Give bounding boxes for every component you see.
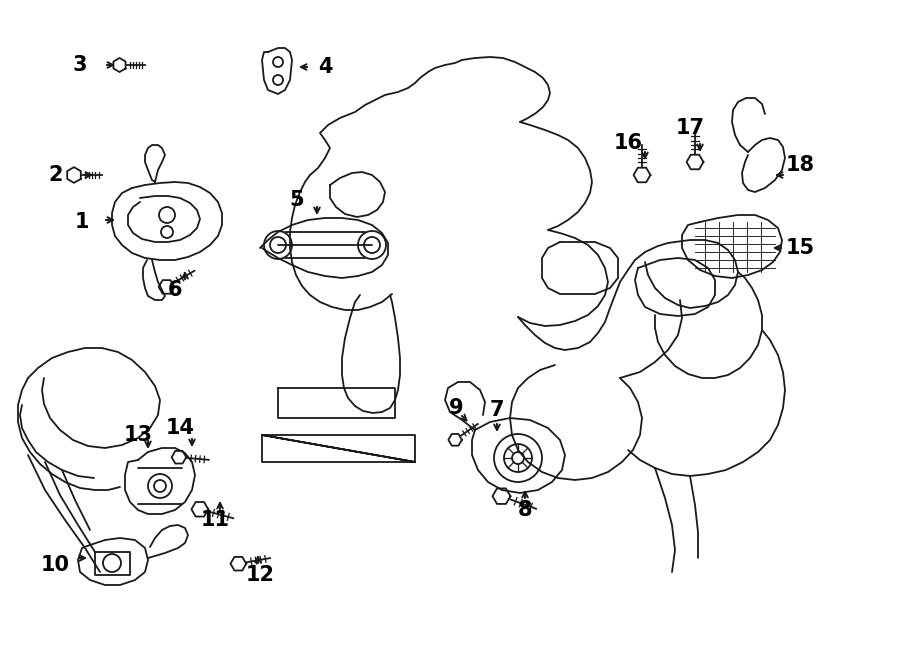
Text: 18: 18	[786, 155, 815, 175]
Text: 10: 10	[40, 555, 69, 575]
Text: 3: 3	[73, 55, 87, 75]
Text: 13: 13	[123, 425, 152, 445]
Text: 1: 1	[75, 212, 89, 232]
Text: 4: 4	[318, 57, 332, 77]
Text: 15: 15	[786, 238, 815, 258]
Text: 11: 11	[201, 510, 230, 530]
Text: 2: 2	[49, 165, 63, 185]
Text: 17: 17	[676, 118, 705, 138]
Text: 6: 6	[167, 280, 182, 300]
Text: 12: 12	[246, 565, 274, 585]
Text: 7: 7	[490, 400, 504, 420]
Text: 16: 16	[614, 133, 643, 153]
Text: 14: 14	[166, 418, 194, 438]
Text: 8: 8	[518, 500, 532, 520]
Text: 5: 5	[290, 190, 304, 210]
Text: 9: 9	[449, 398, 464, 418]
